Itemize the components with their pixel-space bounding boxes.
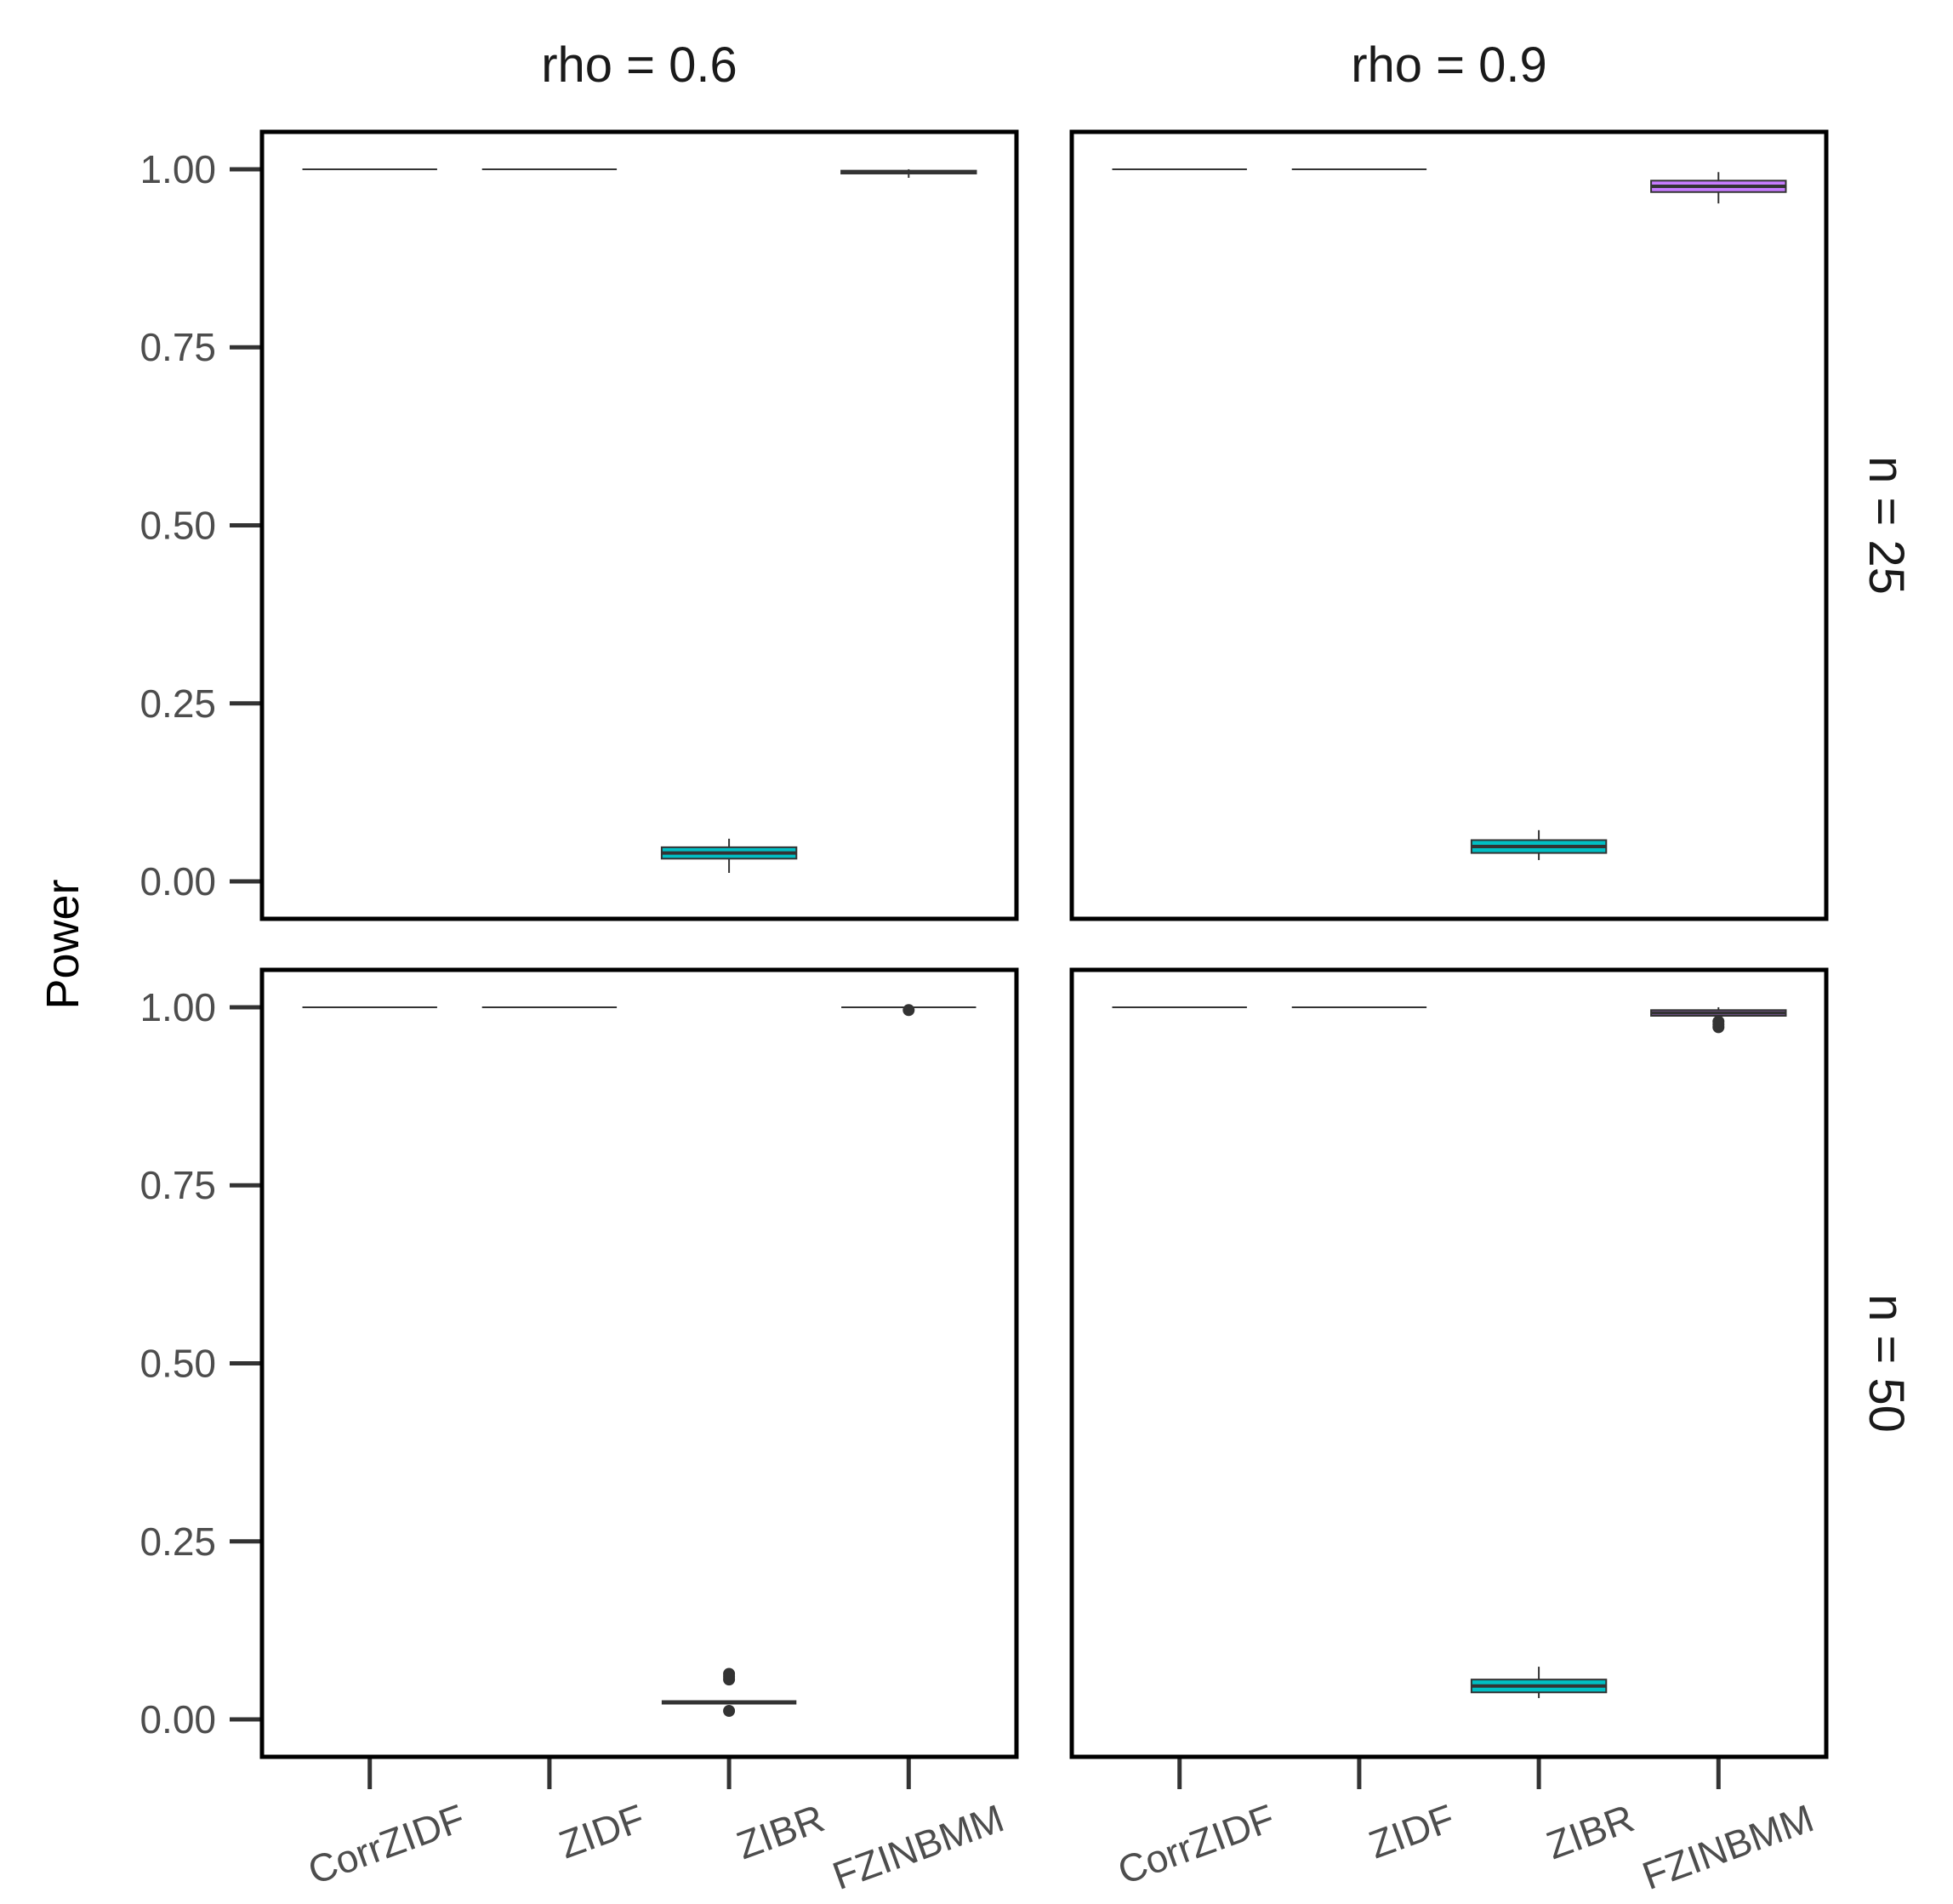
y-tick-label: 0.50 (140, 1342, 216, 1386)
column-strip-label: rho = 0.9 (1351, 37, 1547, 93)
panel-frame (1069, 967, 1829, 1759)
x-tick-label: CorrZIDF (302, 1796, 470, 1893)
x-tick-label: ZIDF (554, 1796, 651, 1867)
panel-frame (259, 967, 1019, 1759)
box-outlier (723, 1705, 736, 1718)
y-tick-label: 0.75 (140, 325, 216, 369)
panel-frame (259, 129, 1019, 921)
column-strip-label: rho = 0.6 (541, 37, 737, 93)
y-tick-label: 0.75 (140, 1163, 216, 1207)
x-tick-label: ZIBR (1540, 1796, 1639, 1868)
x-tick-label: ZIDF (1364, 1796, 1460, 1867)
row-strip-label: n = 25 (1859, 456, 1914, 595)
panel-frame (1069, 129, 1829, 921)
x-tick-label: FZINBMM (1637, 1796, 1819, 1899)
y-axis-title: Power (37, 879, 88, 1009)
x-tick-label: FZINBMM (827, 1796, 1010, 1899)
y-tick-label: 0.00 (140, 859, 216, 904)
y-tick-label: 0.00 (140, 1697, 216, 1742)
y-tick-label: 0.25 (140, 1519, 216, 1564)
y-tick-label: 0.50 (140, 504, 216, 548)
box-outlier (723, 1667, 736, 1680)
x-tick-label: CorrZIDF (1112, 1796, 1280, 1893)
y-tick-label: 1.00 (140, 985, 216, 1029)
row-strip-label: n = 50 (1859, 1294, 1914, 1433)
box-outlier (1712, 1015, 1725, 1028)
box-outlier (902, 1004, 915, 1017)
x-tick-label: ZIBR (731, 1796, 829, 1868)
y-tick-label: 1.00 (140, 147, 216, 191)
y-tick-label: 0.25 (140, 681, 216, 726)
